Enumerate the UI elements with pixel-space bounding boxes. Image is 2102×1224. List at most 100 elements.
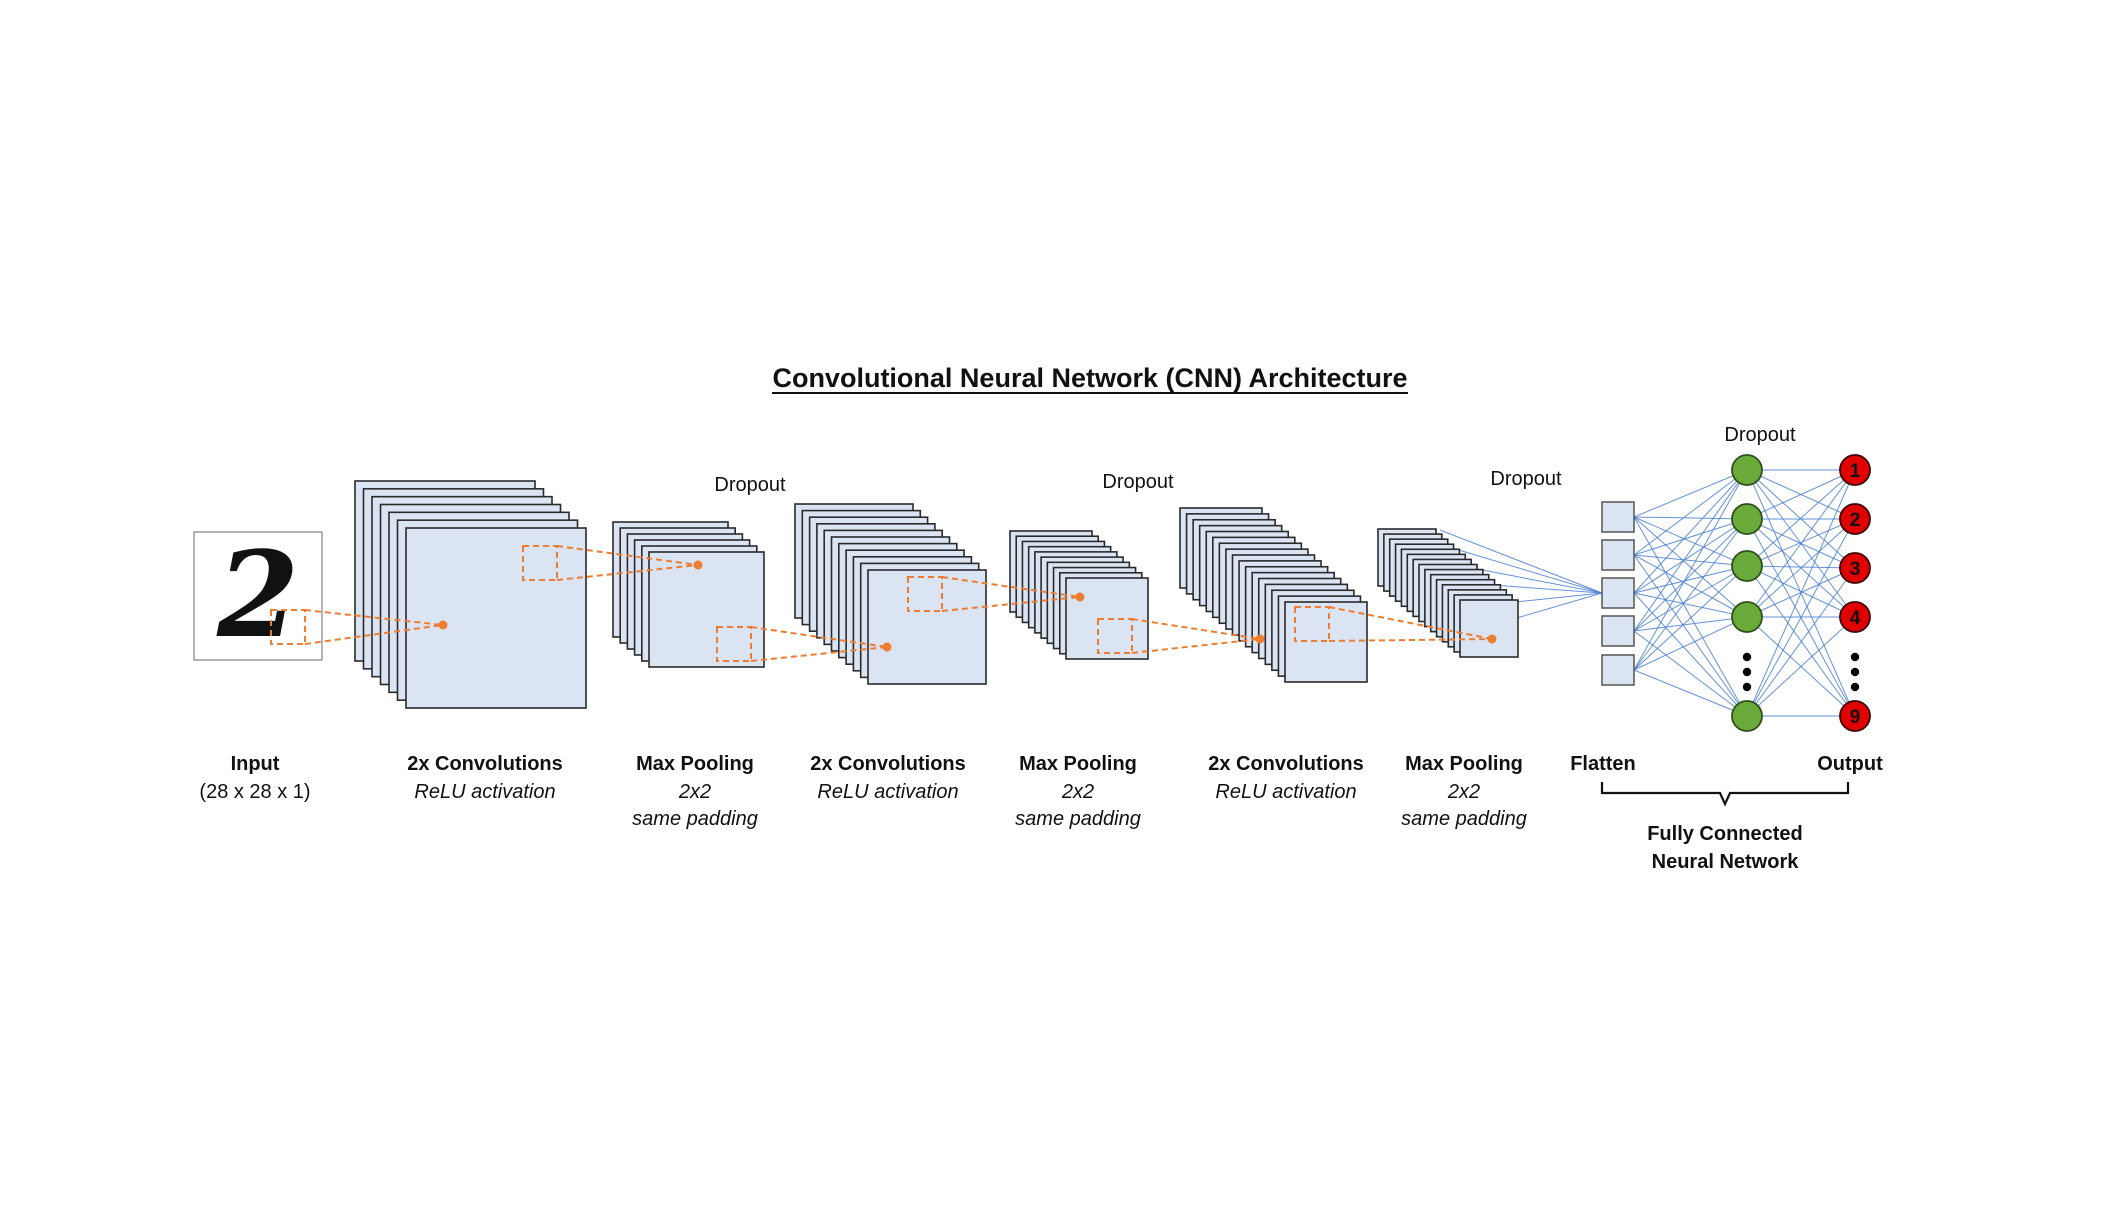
connection-line [1633,516,1748,567]
connection-line [1746,616,1856,717]
feature-map-layer [405,527,587,709]
feature-map-layer [1065,577,1149,660]
connection-line [1633,616,1748,671]
output-node [1839,454,1871,486]
stage-name-label: Output [1817,753,1883,775]
connection-line [1746,565,1856,569]
connection-line [1633,518,1748,556]
ellipsis-dot [1742,652,1752,662]
stage-name-label: Max Pooling [1405,753,1523,775]
hidden-node [1731,503,1763,535]
output-node-label: 4 [1850,608,1861,629]
output-node [1839,503,1871,535]
connection-line [1633,516,1748,717]
output-node-label: 3 [1850,559,1861,580]
kernel-target-dot [1487,634,1497,644]
kernel-ray [556,545,699,566]
ellipsis-dot [1742,667,1752,677]
connection-line [1633,592,1748,717]
input-digit-glyph: 2 [216,525,299,664]
connection-line [1633,669,1748,717]
kernel-target-dot [693,560,703,570]
kernel-window [1097,618,1133,654]
connection-line [1633,469,1748,632]
connection-line [1746,518,1856,567]
feature-map-layer [867,569,987,685]
stage-detail-label: ReLU activation [414,781,555,803]
stage-name-label: Max Pooling [636,753,754,775]
connection-line [1746,469,1856,618]
connection-line [1746,567,1856,717]
connection-line [1633,469,1748,671]
kernel-target-dot [1255,634,1265,644]
output-node [1839,700,1871,732]
output-node [1839,601,1871,633]
kernel-window [1294,606,1330,642]
kernel-ray [556,564,699,581]
diagram-title: Convolutional Neural Network (CNN) Archi… [772,363,1407,393]
output-node-label: 1 [1850,461,1861,482]
stage-detail-label: same padding [1015,808,1141,830]
kernel-ray [941,576,1081,598]
connection-line [1633,565,1748,671]
kernel-ray [1328,606,1493,640]
flatten-fan-line [1461,565,1603,594]
flatten-unit [1601,501,1635,533]
kernel-window [716,626,752,662]
connection-line [1633,554,1748,717]
flatten-unit [1601,615,1635,647]
connection-line [1746,565,1856,618]
pool-block-1-stack [612,521,765,668]
kernel-pool2-to-conv3 [1097,618,1265,654]
kernel-ray [1131,638,1261,654]
kernel-window [522,545,558,581]
diagram-labels: Dropout Dropout Dropout Dropout Input (28 x 2… [199,424,1883,873]
kernel-target-dot [1075,592,1085,602]
connection-line [1633,516,1748,520]
pool-block-3-stack [1377,528,1519,658]
connection-line [1746,469,1856,717]
connection-line [1746,565,1856,717]
connection-line [1633,554,1748,567]
kernel-ray [941,596,1081,612]
kernel-pool1-to-conv2 [716,626,892,662]
stage-name-label: Max Pooling [1019,753,1137,775]
dropout-label: Dropout [1724,424,1796,446]
connection-line [1633,516,1748,618]
feature-map-layer [1459,599,1519,658]
connection-line [1633,518,1748,594]
hidden-node [1731,550,1763,582]
kernel-ray [750,646,888,662]
connection-line [1633,592,1748,618]
flatten-fan-line [1439,529,1603,594]
flatten-unit [1601,539,1635,571]
output-node-label: 2 [1850,510,1861,531]
hidden-node [1731,601,1763,633]
stage-detail-label: 2x2 [1447,781,1480,803]
feature-maps: 2 [193,480,1519,709]
stage-detail-label: 2x2 [1061,781,1094,803]
fc-label: Neural Network [1652,851,1800,873]
kernel-conv3-to-pool3 [1294,606,1497,644]
connection-line [1746,469,1856,520]
network-nodes: 1 2 3 4 9 [1601,454,1871,732]
kernel-ray [750,626,888,648]
ellipsis-dot [1850,682,1860,692]
stage-detail-label: 2x2 [678,781,711,803]
conv-block-3-stack [1179,507,1368,683]
stage-detail-label: ReLU activation [817,781,958,803]
conv-block-1-stack [354,480,587,709]
stage-name-label: 2x Convolutions [810,753,966,775]
connection-line [1633,518,1748,671]
stage-name-label: Input [231,753,280,775]
connection-line [1633,565,1748,632]
kernel-conv2-to-pool2 [907,576,1085,612]
kernel-projections [270,545,1497,662]
output-node [1839,552,1871,584]
connection-line [1746,518,1856,717]
fc-bracket [1600,782,1850,807]
connection-line [1633,518,1748,632]
connection-line [1633,469,1748,556]
stage-detail-label: same padding [632,808,758,830]
